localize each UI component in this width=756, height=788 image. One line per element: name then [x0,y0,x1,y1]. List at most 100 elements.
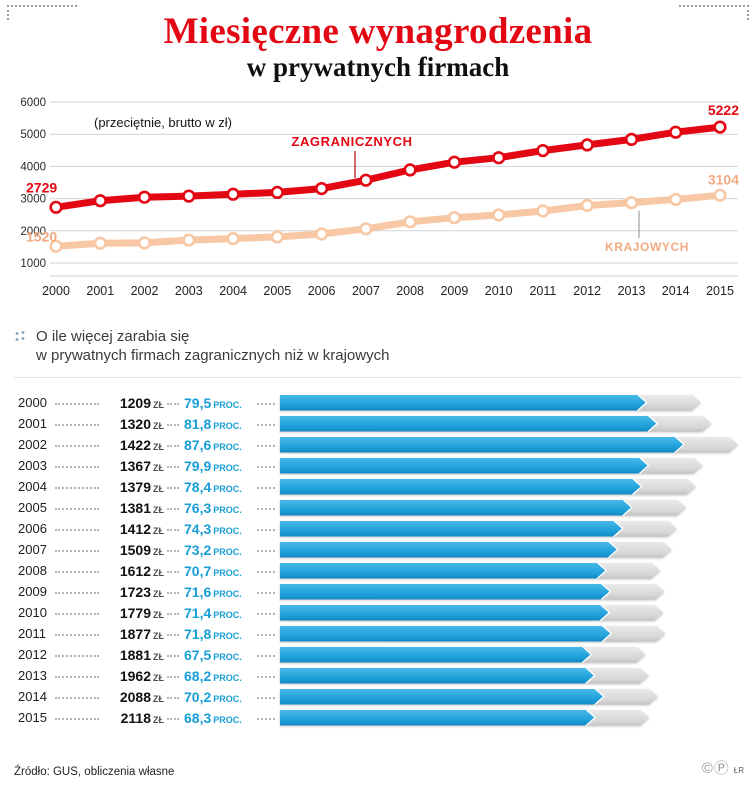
dotted-leader [167,529,179,531]
page-subtitle: w prywatnych firmach [246,52,510,82]
percent-number: 76,3 [184,499,212,516]
dotted-leader [257,571,275,573]
copyright-icons: ©Ⓟ [701,760,730,777]
percent-bar [280,479,740,495]
value-number: 1381 [119,499,151,516]
dotted-leader [55,592,99,594]
krajowych-label: KRAJOWYCH [605,240,689,254]
percent-bar [280,563,740,579]
zagranicznych-marker [492,151,506,165]
x-axis-label: 2003 [175,284,203,298]
dotted-leader [55,718,99,720]
row-value: 1412 ZŁ [104,521,164,537]
row-year: 2005 [18,500,47,515]
row-value: 2088 ZŁ [104,689,164,705]
x-axis-label: 2014 [662,284,690,298]
bar-fill [280,626,610,642]
value-unit: ZŁ [153,651,164,662]
zagranicznych-marker [93,194,107,208]
zagranicznych-marker [403,163,417,177]
row-value: 1320 ZŁ [104,416,164,432]
percent-unit: PROC. [213,525,242,536]
zagranicznych-marker [359,173,373,187]
dotted-leader [167,445,179,447]
x-axis-label: 2010 [485,284,513,298]
table-row: 2001 1320 ZŁ 81,8 PROC. [18,413,748,434]
value-unit: ZŁ [153,672,164,683]
dotted-leader [257,508,275,510]
dotted-leader [55,487,99,489]
row-year: 2000 [18,395,47,410]
percent-number: 70,7 [184,562,212,579]
table-row: 2013 1962 ZŁ 68,2 PROC. [18,665,748,686]
percent-number: 70,2 [184,688,212,705]
x-axis-label: 2009 [440,284,468,298]
percent-bar [280,668,740,684]
krajowych-marker [226,232,240,246]
row-percent: 68,3 PROC. [184,710,254,726]
line-chart-section: 1000 2000 3000 4000 5000 6000 (przeciętnie, br… [10,88,746,307]
krajowych-marker [624,195,639,210]
table-row: 2008 1612 ZŁ 70,7 PROC. [18,560,748,581]
dotted-leader [55,529,99,531]
x-axis-label: 2008 [396,284,424,298]
row-percent: 81,8 PROC. [184,416,254,432]
dotted-leader [257,592,275,594]
row-percent: 67,5 PROC. [184,647,254,663]
footer: Źródło: GUS, obliczenia własne ©Ⓟ ŁR [14,757,744,778]
table-row: 2011 1877 ZŁ 71,8 PROC. [18,623,748,644]
row-year: 2004 [18,479,47,494]
value-unit: ZŁ [153,441,164,452]
row-year: 2003 [18,458,47,473]
table-row: 2004 1379 ZŁ 78,4 PROC. [18,476,748,497]
value-number: 1379 [119,478,151,495]
row-value: 1881 ZŁ [104,647,164,663]
krajowych-marker [270,230,284,244]
x-axis-label: 2002 [131,284,159,298]
value-number: 1962 [119,667,151,684]
x-axis-label: 2004 [219,284,247,298]
percent-unit: PROC. [213,462,242,473]
value-unit: ZŁ [153,483,164,494]
row-value: 1962 ZŁ [104,668,164,684]
value-number: 1209 [119,394,151,411]
row-value: 1779 ZŁ [104,605,164,621]
bar-fill [280,584,609,600]
row-value: 1509 ZŁ [104,542,164,558]
row-percent: 87,6 PROC. [184,437,254,453]
bar-table: 2000 1209 ZŁ 79,5 PROC. 2001 1320 ZŁ 81,8 PROC. 20… [18,392,748,728]
percent-unit: PROC. [213,420,242,431]
percent-number: 78,4 [184,478,212,495]
row-year: 2014 [18,689,47,704]
krajowych-line [52,191,724,250]
row-year: 2008 [18,563,47,578]
zagranicznych-marker [182,189,196,203]
section-heading: O ile więcej zarabia się w prywatnych fi… [14,327,742,378]
dotted-leader [257,445,275,447]
table-row: 2006 1412 ZŁ 74,3 PROC. [18,518,748,539]
value-number: 1422 [119,436,151,453]
value-label-domestic-end: 3104 [708,171,739,187]
krajowych-marker [137,236,152,250]
y-axis-label: 3000 [20,194,46,206]
value-unit: ZŁ [153,693,164,704]
percent-unit: PROC. [213,714,242,725]
row-year: 2013 [18,668,47,683]
zagranicznych-label: ZAGRANICZNYCH [291,134,412,149]
chart-note: (przeciętnie, brutto w zł) [94,115,232,130]
krajowych-marker [403,215,417,229]
dots-icon [15,331,25,341]
row-percent: 79,9 PROC. [184,458,254,474]
row-year: 2007 [18,542,47,557]
dotted-leader [167,718,179,720]
value-number: 1723 [119,583,151,600]
source-note: Źródło: GUS, obliczenia własne [14,766,175,778]
value-number: 1779 [119,604,151,621]
table-row: 2012 1881 ZŁ 67,5 PROC. [18,644,748,665]
percent-bar [280,458,740,474]
zagranicznych-marker [447,155,462,169]
value-unit: ZŁ [153,399,164,410]
percent-unit: PROC. [213,588,242,599]
y-axis-label: 1000 [20,258,46,270]
percent-bar [280,395,740,411]
